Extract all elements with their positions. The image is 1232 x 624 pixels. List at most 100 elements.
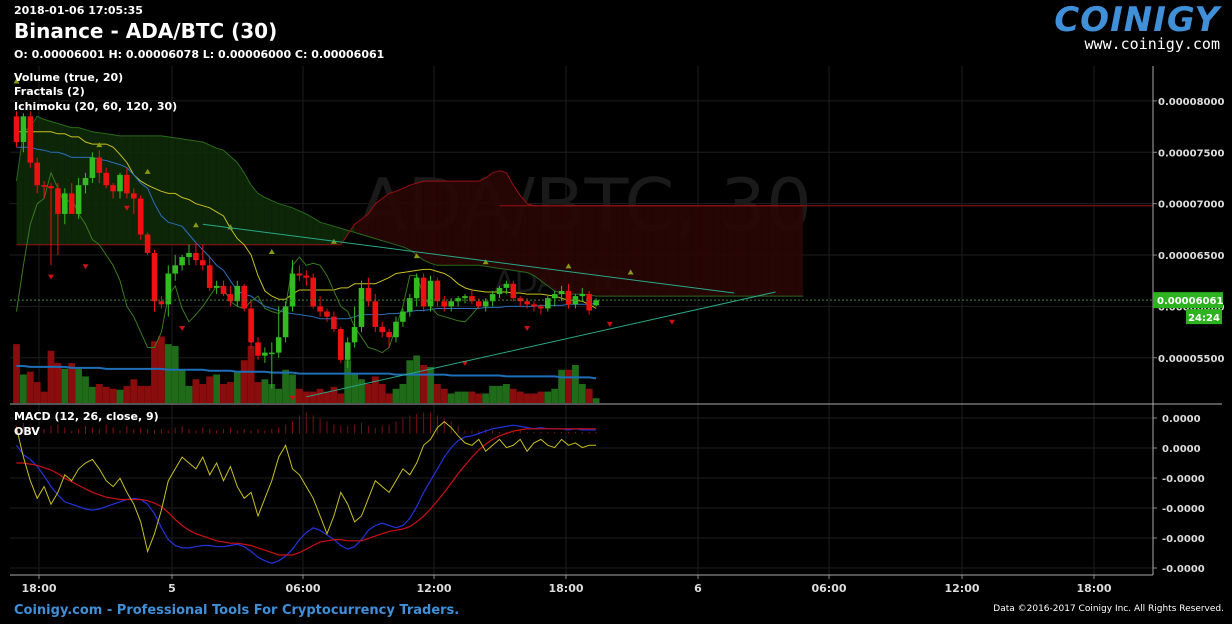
candle-body[interactable] — [462, 296, 468, 299]
candle-body[interactable] — [303, 275, 310, 278]
candle-body[interactable] — [310, 277, 316, 307]
candle-body[interactable] — [103, 172, 109, 186]
candle-body[interactable] — [241, 285, 247, 309]
candle-body[interactable] — [89, 157, 96, 178]
candle-body[interactable] — [551, 294, 558, 299]
candle-body[interactable] — [193, 252, 199, 261]
candle-body[interactable] — [200, 260, 206, 266]
candle-body[interactable] — [227, 294, 234, 302]
candle-body[interactable] — [234, 285, 241, 302]
candle-body[interactable] — [427, 280, 434, 307]
cloud-segment — [402, 185, 410, 250]
candle-body[interactable] — [131, 193, 137, 199]
candle-body[interactable] — [68, 193, 75, 214]
candle-body[interactable] — [586, 294, 592, 311]
candle-body[interactable] — [372, 301, 379, 327]
candle-body[interactable] — [248, 308, 254, 343]
candle-body[interactable] — [220, 285, 227, 295]
candle-body[interactable] — [510, 283, 517, 299]
candle-body[interactable] — [517, 298, 523, 302]
candle-body[interactable] — [269, 352, 275, 355]
candle-body[interactable] — [75, 185, 82, 214]
candle-body[interactable] — [48, 186, 54, 189]
candle-body[interactable] — [55, 188, 61, 214]
candle-body[interactable] — [400, 311, 406, 322]
macd-obv-pane[interactable] — [16, 412, 597, 564]
candle-body[interactable] — [144, 234, 151, 253]
indicator-obv[interactable]: OBV — [14, 425, 40, 438]
candle-body[interactable] — [206, 265, 213, 288]
candle-body[interactable] — [96, 157, 103, 173]
candle-body[interactable] — [262, 352, 268, 356]
macd-line[interactable] — [16, 424, 597, 564]
indicator-macd[interactable]: MACD (12, 26, close, 9) — [14, 410, 159, 423]
fractal-down-marker — [48, 274, 54, 280]
candle-body[interactable] — [117, 174, 123, 192]
candle-body[interactable] — [137, 198, 144, 235]
candle-body[interactable] — [386, 332, 392, 338]
candle-body[interactable] — [482, 301, 489, 307]
candle-body[interactable] — [351, 326, 358, 343]
candle-body[interactable] — [41, 185, 47, 187]
candle-body[interactable] — [124, 174, 130, 194]
candle-body[interactable] — [324, 311, 330, 317]
footer-tagline[interactable]: Coinigy.com - Professional Tools For Cry… — [14, 603, 460, 618]
candlesticks[interactable] — [13, 111, 599, 389]
indicator-ichimoku[interactable]: Ichimoku (20, 60, 120, 30) — [14, 100, 178, 113]
candle-body[interactable] — [420, 277, 427, 307]
coinigy-logo[interactable]: COINIGY www.coinigy.com — [1054, 2, 1220, 52]
candle-body[interactable] — [275, 337, 282, 353]
candle-body[interactable] — [469, 296, 475, 302]
candle-body[interactable] — [13, 116, 20, 143]
signal-line[interactable] — [16, 428, 597, 556]
indicator-fractals[interactable]: Fractals (2) — [14, 85, 85, 98]
candle-body[interactable] — [538, 306, 544, 309]
candle-body[interactable] — [34, 162, 40, 186]
candle-body[interactable] — [441, 301, 448, 307]
candle-body[interactable] — [344, 342, 351, 360]
candle-body[interactable] — [407, 298, 413, 312]
candle-body[interactable] — [27, 116, 34, 163]
candle-body[interactable] — [413, 277, 420, 299]
candle-body[interactable] — [20, 116, 27, 143]
candle-body[interactable] — [172, 265, 178, 274]
candle-body[interactable] — [496, 287, 503, 295]
candle-body[interactable] — [331, 316, 337, 330]
candle-body[interactable] — [393, 321, 399, 338]
candle-body[interactable] — [255, 342, 261, 356]
candle-body[interactable] — [82, 177, 89, 186]
candle-body[interactable] — [289, 273, 296, 307]
candle-body[interactable] — [476, 301, 482, 307]
candle-body[interactable] — [379, 326, 385, 333]
candle-body[interactable] — [317, 306, 323, 312]
candle-body[interactable] — [358, 287, 365, 327]
candle-body[interactable] — [151, 252, 158, 302]
candle-body[interactable] — [524, 301, 530, 305]
candle-body[interactable] — [545, 298, 551, 309]
candle-body[interactable] — [186, 252, 192, 258]
candle-body[interactable] — [531, 304, 537, 307]
obv-line[interactable] — [16, 421, 597, 554]
candle-body[interactable] — [282, 306, 289, 338]
trend-line[interactable] — [202, 223, 735, 294]
candle-body[interactable] — [62, 193, 68, 214]
candle-body[interactable] — [365, 287, 372, 302]
candle-body[interactable] — [565, 290, 572, 305]
candle-body[interactable] — [489, 294, 496, 302]
candle-body[interactable] — [110, 185, 116, 192]
candle-body[interactable] — [448, 301, 454, 307]
candle-body[interactable] — [296, 273, 303, 276]
candle-body[interactable] — [179, 257, 185, 266]
candle-body[interactable] — [593, 300, 599, 306]
candle-body[interactable] — [165, 273, 172, 305]
candle-body[interactable] — [558, 290, 565, 295]
candle-body[interactable] — [158, 301, 165, 305]
candle-body[interactable] — [579, 294, 586, 297]
candle-body[interactable] — [338, 329, 344, 360]
indicator-volume[interactable]: Volume (true, 20) — [14, 71, 124, 84]
candle-body[interactable] — [503, 283, 510, 288]
candle-body[interactable] — [434, 280, 441, 302]
trend-line[interactable] — [306, 291, 776, 398]
candle-body[interactable] — [213, 285, 220, 288]
